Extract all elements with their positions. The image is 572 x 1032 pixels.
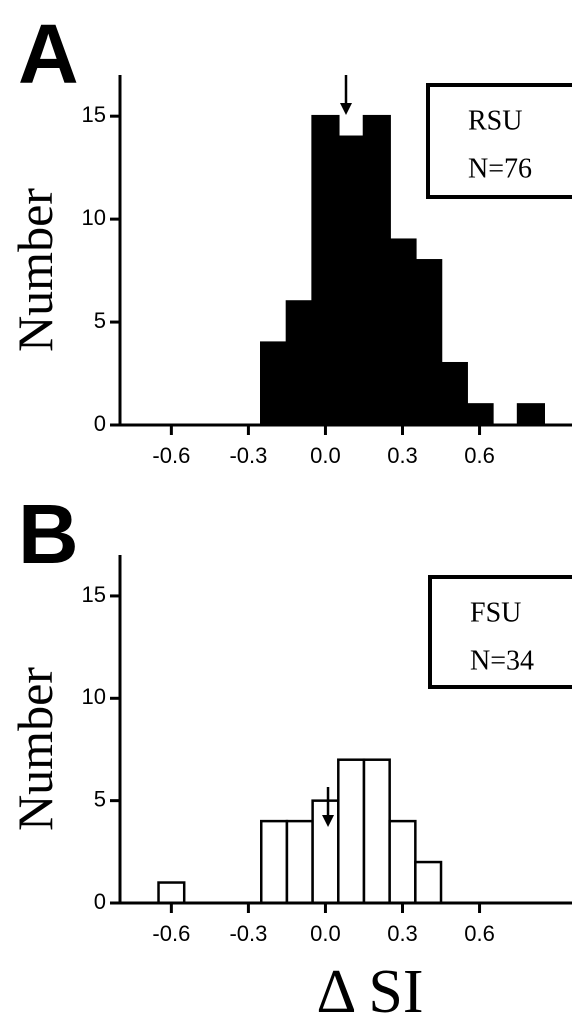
bar (362, 758, 391, 905)
x-tick-label: -0.6 (152, 921, 190, 946)
y-tick-label: 5 (94, 308, 106, 333)
x-tick-label: -0.3 (229, 921, 267, 946)
bar (362, 114, 391, 427)
panel-label: A (18, 7, 79, 101)
y-axis-label: Number (7, 188, 63, 352)
legend-count: N=76 (468, 153, 532, 184)
bar (465, 403, 494, 427)
x-tick-label: -0.6 (152, 443, 190, 468)
bar (388, 238, 417, 427)
x-tick-label: 0.6 (464, 921, 495, 946)
bar (414, 860, 443, 905)
panel: A Number 0 5 10 15 -0.6 -0.3 0.0 0.3 0.6 RSU N=76 (7, 7, 572, 468)
mean-arrowhead (340, 103, 352, 115)
panel-label: B (18, 487, 79, 581)
bar (388, 819, 417, 905)
panel: B Number 0 5 10 15 -0.6 -0.3 0.0 0.3 0.6 FSU N=34 Δ S… (7, 487, 572, 1026)
bar (260, 341, 289, 427)
mean-arrowhead (322, 815, 335, 827)
y-tick-label: 10 (82, 205, 106, 230)
x-tick-label: 0.6 (464, 443, 495, 468)
legend-box (428, 575, 572, 689)
legend-count: N=34 (470, 645, 534, 676)
legend-box (426, 83, 572, 199)
y-axis-label: Number (7, 667, 63, 831)
bar (311, 114, 340, 427)
legend-label: RSU (468, 105, 522, 136)
bar (337, 135, 366, 427)
y-tick-label: 5 (94, 786, 106, 811)
y-tick-label: 10 (82, 684, 106, 709)
x-tick-label: 0.0 (310, 443, 341, 468)
bar (516, 403, 545, 427)
y-tick-label: 0 (94, 889, 106, 914)
y-tick-label: 0 (94, 411, 106, 436)
x-tick-label: 0.3 (387, 921, 418, 946)
y-tick-label: 15 (82, 582, 106, 607)
legend-label: FSU (470, 597, 521, 628)
x-tick-label: -0.3 (229, 443, 267, 468)
bar (439, 361, 468, 427)
x-tick-label: 0.0 (310, 921, 341, 946)
bar (260, 819, 289, 905)
x-tick-label: 0.3 (387, 443, 418, 468)
y-tick-label: 15 (82, 102, 106, 127)
bar (285, 819, 314, 905)
bar (157, 881, 186, 905)
bar (285, 300, 314, 427)
bar (414, 259, 443, 427)
x-axis-label: Δ SI (316, 958, 423, 1026)
bar (337, 758, 366, 905)
